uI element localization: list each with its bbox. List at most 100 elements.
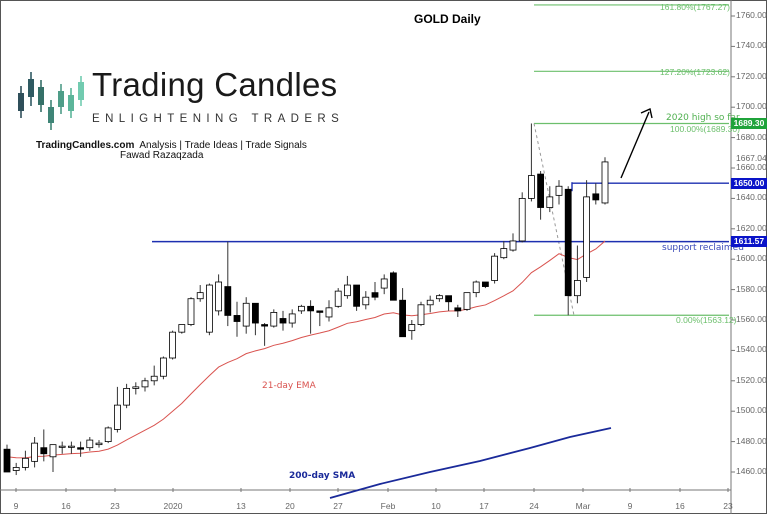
candle bbox=[601, 161, 609, 204]
candle bbox=[123, 387, 130, 406]
brand-name: Trading Candles bbox=[92, 66, 338, 103]
candle bbox=[95, 442, 103, 446]
x-tick-label: 10 bbox=[431, 501, 441, 511]
y-tick-label: 1500.00 bbox=[736, 405, 767, 416]
candle bbox=[104, 427, 112, 443]
y-tick-label: 1680.00 bbox=[736, 131, 767, 142]
candle bbox=[325, 307, 333, 318]
x-tick-label: 24 bbox=[529, 501, 539, 511]
candle bbox=[353, 284, 361, 307]
candle bbox=[389, 272, 397, 301]
y-extra-tick: 1667.04 bbox=[736, 153, 767, 163]
chart-title: GOLD Daily bbox=[414, 12, 481, 26]
candle bbox=[68, 445, 75, 448]
candle bbox=[49, 444, 57, 458]
y-tick-label: 1720.00 bbox=[736, 70, 767, 81]
x-tick-label: 9 bbox=[13, 501, 19, 511]
brand-tagline: ENLIGHTENING TRADERS bbox=[92, 113, 345, 125]
fib-label-127: 127.20%(1723.62) bbox=[660, 67, 730, 77]
candle bbox=[224, 286, 232, 316]
candle bbox=[537, 173, 544, 208]
price-tag-support: 1611.57 bbox=[731, 236, 767, 247]
candle bbox=[132, 386, 140, 389]
candle bbox=[21, 457, 29, 468]
y-tick-label: 1740.00 bbox=[736, 40, 767, 51]
x-tick-label: 2020 bbox=[163, 501, 183, 511]
candle bbox=[399, 299, 407, 338]
candle bbox=[40, 447, 48, 455]
ema-21-line bbox=[6, 240, 606, 459]
y-tick-label: 1620.00 bbox=[736, 222, 767, 233]
candle bbox=[528, 175, 535, 199]
candle bbox=[500, 248, 508, 259]
ema-label: 21-day EMA bbox=[262, 381, 316, 391]
candle bbox=[435, 295, 443, 300]
support-note-label: support reclaimed bbox=[662, 243, 744, 253]
candle bbox=[463, 292, 471, 310]
y-tick-label: 1640.00 bbox=[736, 192, 767, 203]
up-arrow-icon bbox=[620, 111, 650, 179]
candle bbox=[215, 281, 223, 312]
y-tick-label: 1580.00 bbox=[736, 283, 767, 294]
y-tick-label: 1540.00 bbox=[736, 344, 767, 355]
candle bbox=[564, 188, 572, 297]
y-tick-label: 1480.00 bbox=[736, 435, 767, 446]
x-tick-label: 16 bbox=[61, 501, 71, 511]
brand-site: TradingCandles.com bbox=[36, 140, 135, 151]
candle bbox=[408, 324, 416, 332]
x-tick-label: Mar bbox=[575, 501, 591, 511]
x-tick-label: 17 bbox=[479, 501, 489, 511]
candle bbox=[270, 311, 278, 327]
candle bbox=[159, 357, 167, 377]
candle bbox=[205, 284, 213, 333]
x-tick-label: 27 bbox=[333, 501, 343, 511]
y-tick-label: 1660.00 bbox=[736, 162, 767, 172]
price-tag-high: 1689.30 bbox=[731, 118, 767, 129]
candle bbox=[509, 240, 517, 251]
fib-label-0: 0.00%(1563.12) bbox=[676, 315, 737, 325]
candle bbox=[307, 305, 315, 312]
candle bbox=[196, 292, 204, 300]
y-tick-label: 1600.00 bbox=[736, 253, 767, 264]
candle bbox=[178, 324, 186, 333]
candle bbox=[491, 255, 499, 281]
brand-services: Analysis | Trade Ideas | Trade Signals bbox=[139, 140, 307, 151]
candle bbox=[343, 284, 351, 297]
candle bbox=[583, 196, 590, 278]
candle bbox=[445, 295, 453, 303]
candle bbox=[518, 197, 526, 242]
candle bbox=[251, 302, 259, 324]
candle bbox=[114, 404, 121, 430]
candle bbox=[288, 313, 296, 324]
candle bbox=[417, 304, 425, 325]
y-tick-label: 1520.00 bbox=[736, 374, 767, 385]
x-tick-label: 23 bbox=[110, 501, 120, 511]
y-tick-label: 1700.00 bbox=[736, 101, 767, 112]
candle bbox=[481, 281, 489, 287]
candle bbox=[169, 331, 177, 359]
fib-label-161: 161.80%(1767.27) bbox=[660, 2, 730, 12]
brand-info: TradingCandles.com Analysis | Trade Idea… bbox=[36, 140, 307, 151]
candle bbox=[472, 281, 480, 294]
candle bbox=[279, 318, 287, 324]
logo-candles-icon bbox=[18, 72, 84, 130]
candle bbox=[242, 302, 250, 327]
candle bbox=[58, 445, 66, 448]
candle bbox=[297, 305, 305, 312]
sma-200-line bbox=[329, 427, 612, 499]
sma-label: 200-day SMA bbox=[289, 471, 356, 481]
candle bbox=[316, 310, 324, 313]
candle bbox=[574, 280, 581, 297]
y-tick-label: 1460.00 bbox=[736, 466, 767, 476]
y-tick-label: 1560.00 bbox=[736, 314, 767, 324]
candle bbox=[371, 292, 379, 298]
high-note-label: 2020 high so far bbox=[666, 113, 740, 123]
candle bbox=[77, 447, 84, 450]
candle bbox=[233, 315, 241, 322]
price-tag-resistance: 1650.00 bbox=[731, 178, 767, 189]
candle bbox=[150, 375, 158, 382]
x-tick-label: 23 bbox=[723, 501, 733, 511]
y-tick-label: 1760.00 bbox=[736, 10, 767, 20]
